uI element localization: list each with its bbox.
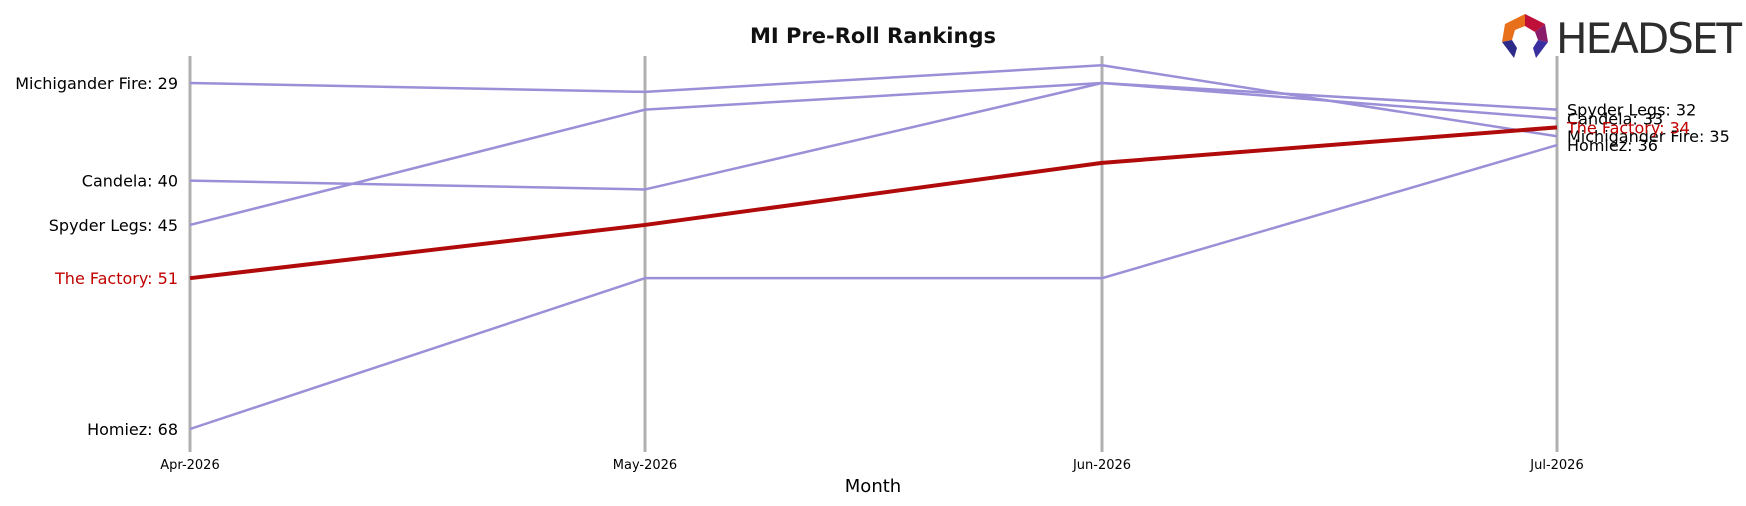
logo-icon-bottom-right: [1533, 40, 1548, 58]
series-line-the-factory: [189, 125, 1558, 281]
start-label-michigander-fire: Michigander Fire: 29: [15, 74, 178, 93]
end-label-spyder-legs: Spyder Legs: 32: [1567, 101, 1696, 120]
x-tick-label: Jul-2026: [1529, 458, 1583, 473]
start-label-the-factory: The Factory: 51: [54, 269, 178, 288]
month-gridlines: [188, 56, 1559, 452]
series-lines: [189, 64, 1558, 431]
start-label-spyder-legs: Spyder Legs: 45: [49, 216, 178, 235]
series-line-candela: [189, 81, 1558, 191]
logo-text: HEADSET: [1556, 14, 1742, 63]
logo-icon-right: [1535, 24, 1548, 42]
x-tick-label: May-2026: [613, 458, 677, 473]
x-axis-ticks: Apr-2026 May-2026 Jun-2026 Jul-2026: [160, 458, 1583, 473]
x-tick-label: Jun-2026: [1072, 458, 1131, 473]
chart-title: MI Pre-Roll Rankings: [750, 24, 996, 48]
series-labels: Michigander Fire: 29 Michigander Fire: 35…: [15, 74, 1730, 439]
headset-logo: HEADSET: [1502, 14, 1744, 63]
x-tick-label: Apr-2026: [160, 458, 219, 473]
series-line-michigander-fire: [189, 64, 1558, 138]
end-label-homiez: Homiez: 36: [1567, 136, 1658, 155]
start-label-homiez: Homiez: 68: [87, 420, 178, 439]
series-line-homiez: [189, 143, 1558, 431]
logo-icon-top: [1525, 14, 1545, 32]
end-label-candela: Candela: 33: [1567, 109, 1663, 128]
end-label-michigander-fire: Michigander Fire: 35: [1567, 127, 1730, 146]
start-label-candela: Candela: 40: [82, 172, 178, 191]
end-label-the-factory: The Factory: 34: [1566, 118, 1690, 137]
x-axis-label: Month: [845, 476, 901, 497]
logo-icon-left: [1502, 14, 1525, 42]
logo-icon-bottom-left: [1502, 40, 1517, 58]
series-line-spyder-legs: [189, 81, 1558, 227]
